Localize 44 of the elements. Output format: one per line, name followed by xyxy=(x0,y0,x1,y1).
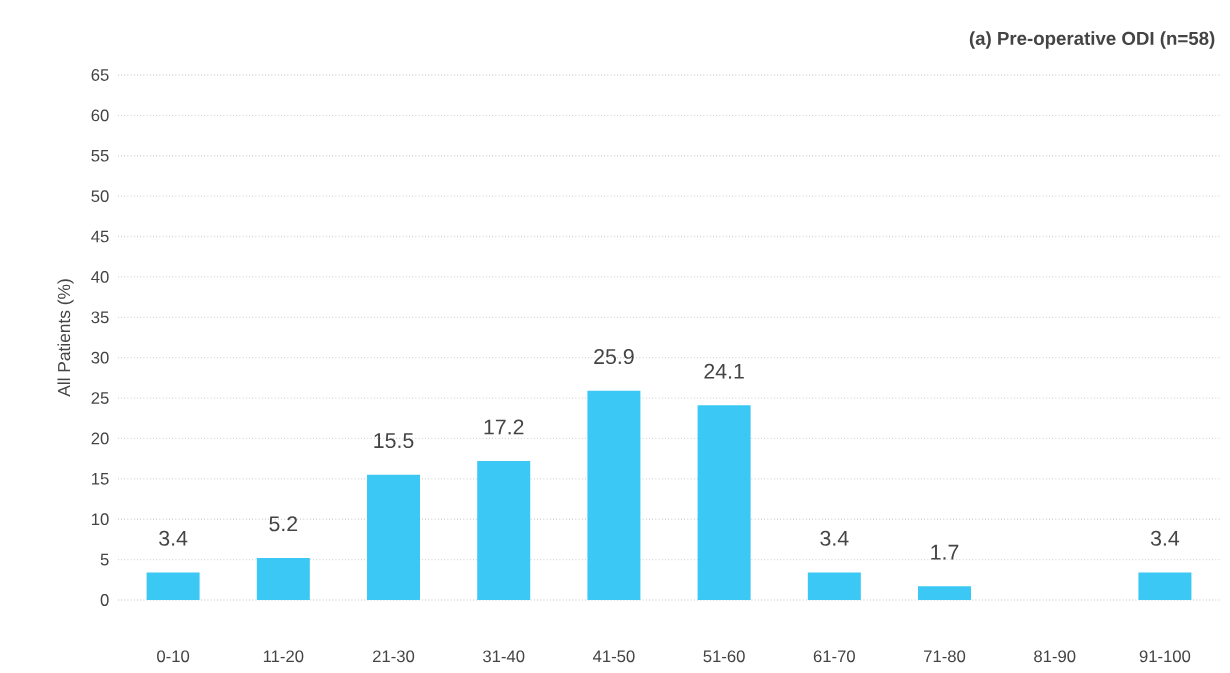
data-label: 24.1 xyxy=(704,363,744,379)
y-tick-label: 0 xyxy=(100,594,109,606)
bar xyxy=(918,586,972,600)
y-tick-label: 30 xyxy=(91,351,109,364)
x-tick-label: 0-10 xyxy=(157,650,190,663)
bar xyxy=(367,474,421,600)
x-tick-label: 31-40 xyxy=(483,650,525,663)
bar xyxy=(1138,572,1192,600)
chart-title: (a) Pre-operative ODI (n=58) xyxy=(969,31,1215,49)
y-tick-label: 45 xyxy=(91,230,109,243)
x-tick-label: 41-50 xyxy=(592,650,635,663)
y-tick-label: 25 xyxy=(91,392,109,404)
y-tick-label: 40 xyxy=(91,271,109,283)
y-tick-label: 35 xyxy=(91,311,109,324)
data-label: 15.5 xyxy=(374,433,414,449)
data-label: 3.4 xyxy=(159,530,188,546)
data-label: 25.9 xyxy=(594,348,634,365)
data-label: 1.7 xyxy=(931,544,959,560)
y-tick-label: 10 xyxy=(92,513,109,526)
y-tick-label: 50 xyxy=(91,190,109,203)
x-tick-label: 71-80 xyxy=(924,650,966,663)
data-label: 3.4 xyxy=(1150,530,1180,546)
data-label: 17.2 xyxy=(484,419,524,435)
y-tick-label: 65 xyxy=(91,69,109,81)
x-tick-label: 11-20 xyxy=(263,650,304,663)
x-tick-label: 61-70 xyxy=(813,650,855,663)
bar xyxy=(587,390,641,600)
bar xyxy=(146,572,200,600)
bar xyxy=(256,557,310,600)
y-tick-label: 55 xyxy=(91,149,109,162)
data-label: 5.2 xyxy=(269,516,298,532)
data-label: 3.4 xyxy=(820,530,849,546)
x-tick-label: 51-60 xyxy=(703,650,745,663)
y-tick-label: 15 xyxy=(92,473,109,485)
y-tick-label: 60 xyxy=(91,109,109,122)
bar xyxy=(697,405,751,600)
y-axis-title: All Patients (%) xyxy=(57,279,74,397)
x-tick-label: 91-100 xyxy=(1139,650,1191,663)
bar xyxy=(807,572,861,600)
x-tick-label: 81-90 xyxy=(1034,650,1076,663)
bar xyxy=(477,461,531,600)
y-tick-label: 20 xyxy=(91,432,109,445)
y-tick-label: 5 xyxy=(100,553,109,566)
x-tick-label: 21-30 xyxy=(373,650,415,663)
